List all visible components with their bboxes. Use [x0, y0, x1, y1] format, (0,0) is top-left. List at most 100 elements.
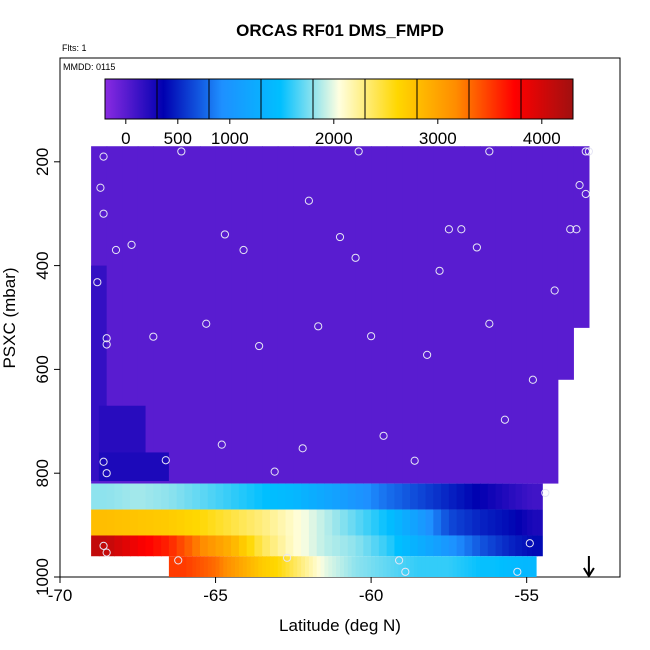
heatmap-cell [122, 509, 131, 536]
heatmap-cell [363, 556, 368, 577]
arrow-head [583, 567, 595, 578]
heatmap-cell [515, 556, 520, 577]
heatmap-cell [511, 556, 516, 577]
heatmap-cell [375, 556, 380, 577]
heatmap-cell [531, 556, 537, 577]
heatmap-cell [394, 483, 403, 510]
colorbar-tick-label: 3000 [419, 129, 457, 148]
heatmap-cell [421, 556, 427, 577]
sample-marker [127, 240, 136, 249]
heatmap-cell [417, 535, 427, 557]
heatmap-cell [324, 509, 333, 536]
heatmap-cell [480, 535, 489, 557]
heatmap-cell [285, 535, 294, 557]
heatmap-cell [200, 509, 209, 536]
heatmap-cell [425, 535, 434, 557]
heatmap-cell [386, 483, 396, 510]
heatmap-cell [472, 483, 481, 510]
heatmap-cell [114, 509, 123, 536]
sample-marker [99, 152, 108, 161]
heatmap-cell [502, 483, 510, 510]
heatmap-cell [227, 556, 232, 577]
heatmap-cell [106, 509, 116, 536]
heatmap-cell [242, 556, 248, 577]
mmdd-label: MMDD: 0115 [63, 62, 115, 72]
heatmap-cell [491, 556, 497, 577]
heatmap-cell [215, 509, 224, 536]
heatmap-cell [503, 556, 508, 577]
sample-marker [566, 225, 575, 234]
heatmap-cell [386, 509, 396, 536]
chart-title: ORCAS RF01 DMS_FMPD [236, 21, 444, 40]
heatmap-cell [91, 509, 100, 536]
heatmap-cell [448, 556, 454, 577]
sample-markers [93, 147, 593, 576]
sample-marker [351, 253, 360, 262]
heatmap-cell [293, 146, 310, 484]
y-tick-label: 400 [33, 251, 52, 279]
sample-marker [354, 147, 363, 156]
x-tick-label: -55 [514, 586, 539, 605]
heatmap-cell [413, 556, 419, 577]
heatmap-cell [332, 556, 337, 577]
heatmap-cell [153, 483, 162, 510]
heatmap-cell [114, 535, 123, 557]
heatmap-cell [277, 483, 287, 510]
heatmap-cell [223, 509, 232, 536]
heatmap-cell [363, 509, 372, 536]
heatmap-cell [285, 556, 291, 577]
heatmap-cell [203, 556, 209, 577]
heatmap-cell [114, 483, 123, 510]
heatmap-cell [246, 535, 256, 557]
heatmap-cell [168, 483, 178, 510]
heatmap-cell [402, 535, 411, 557]
heatmap-cell [456, 535, 466, 557]
heatmap-cell [301, 556, 306, 577]
sample-marker [444, 225, 453, 234]
heatmap-cell [262, 146, 279, 484]
heatmap-cell [433, 146, 450, 484]
heatmap-cell [184, 509, 193, 536]
heatmap-cell [301, 509, 310, 536]
heatmap-cell [207, 556, 213, 577]
heatmap-cell [254, 535, 263, 557]
heatmap-cell [472, 556, 477, 577]
heatmap-cell [262, 483, 271, 510]
heatmap-cell [91, 535, 100, 557]
heatmap-cell [472, 535, 481, 557]
sample-marker [217, 440, 226, 449]
sample-marker [423, 350, 432, 359]
heatmap-cell [231, 535, 240, 557]
sample-marker [314, 322, 323, 331]
heatmap-cell [523, 556, 529, 577]
heatmap-cell [215, 556, 221, 577]
heatmap-cell [137, 146, 154, 484]
heatmap-cell [273, 556, 279, 577]
heatmap-cell [98, 535, 108, 557]
heatmap-cell [532, 509, 538, 536]
heatmap-cell [406, 556, 411, 577]
heatmap-cell [386, 556, 392, 577]
heatmap-cell [262, 556, 267, 577]
sample-marker [485, 147, 494, 156]
heatmap-cell [480, 556, 485, 577]
heatmap-cell [336, 556, 341, 577]
heatmap-cell [238, 509, 248, 536]
heatmap-cell [527, 556, 533, 577]
heatmap-cell [184, 146, 201, 484]
sample-marker [102, 334, 111, 343]
heatmap-cell [106, 535, 116, 557]
heatmap-cell [161, 509, 170, 536]
heatmap-cell [557, 146, 574, 380]
sample-marker [102, 469, 111, 478]
heatmap-cell [316, 535, 326, 557]
heatmap-cell [515, 535, 523, 557]
heatmap-cell [452, 556, 458, 577]
colorbar-ticks: 0 500 1000 2000 3000 4000 [121, 119, 561, 148]
colorbar-gradient [105, 79, 573, 119]
heatmap-cell [174, 556, 182, 577]
sample-marker [513, 567, 522, 576]
heatmap-cell [301, 535, 310, 557]
heatmap-cell [235, 556, 240, 577]
sample-marker [255, 341, 264, 351]
